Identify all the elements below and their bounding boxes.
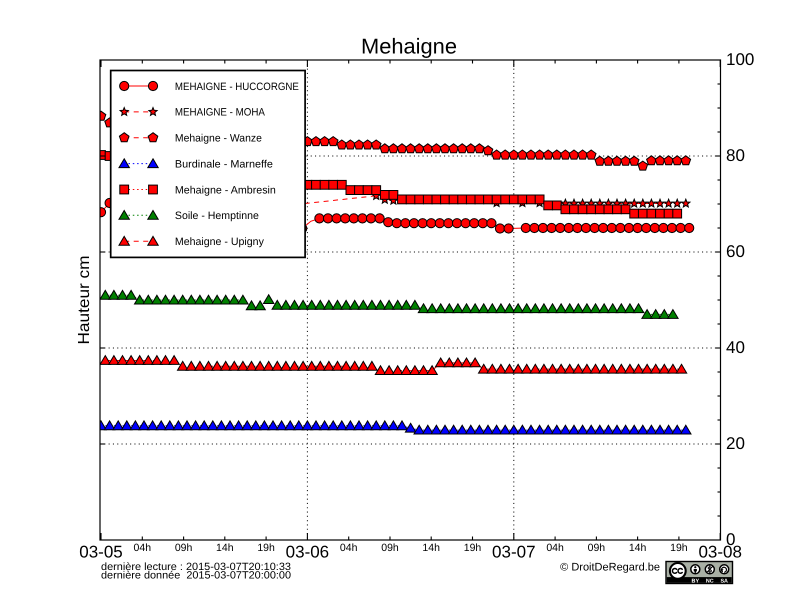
svg-text:© DroitDeRegard.be: © DroitDeRegard.be: [560, 562, 660, 574]
svg-text:03-07: 03-07: [492, 542, 535, 561]
svg-text:MEHAIGNE - HUCCORGNE: MEHAIGNE - HUCCORGNE: [175, 81, 299, 93]
svg-text:04h: 04h: [134, 542, 152, 554]
svg-text:Mehaigne - Ambresin: Mehaigne - Ambresin: [175, 184, 276, 196]
svg-text:19h: 19h: [464, 542, 482, 554]
svg-text:03-06: 03-06: [286, 542, 329, 561]
svg-text:Soile - Hemptinne: Soile - Hemptinne: [175, 210, 259, 222]
svg-text:19h: 19h: [257, 542, 275, 554]
svg-text:100: 100: [726, 50, 754, 69]
svg-text:Mehaigne: Mehaigne: [361, 35, 457, 59]
svg-text:14h: 14h: [216, 542, 234, 554]
svg-text:BY: BY: [692, 578, 700, 584]
svg-text:09h: 09h: [588, 542, 606, 554]
svg-text:80: 80: [726, 146, 745, 165]
svg-text:09h: 09h: [175, 542, 193, 554]
svg-text:Hauteur cm: Hauteur cm: [76, 256, 93, 345]
svg-text:MEHAIGNE - MOHA: MEHAIGNE - MOHA: [175, 107, 266, 119]
svg-text:dernière donnée 2015-03-07T20: dernière donnée 2015-03-07T20:00:00: [101, 570, 291, 582]
svg-text:60: 60: [726, 242, 745, 261]
svg-text:0: 0: [726, 530, 735, 549]
svg-text:04h: 04h: [546, 542, 564, 554]
svg-text:NC: NC: [706, 578, 714, 584]
svg-text:Mehaigne - Upigny: Mehaigne - Upigny: [175, 236, 265, 248]
svg-text:dernière lecture : 2015-03-07T: dernière lecture : 2015-03-07T20:10:33: [101, 561, 291, 573]
svg-text:SA: SA: [720, 578, 728, 584]
svg-text:03-08: 03-08: [698, 542, 741, 561]
svg-text:09h: 09h: [381, 542, 399, 554]
svg-text:03-05: 03-05: [79, 542, 122, 561]
svg-text:Mehaigne - Wanze: Mehaigne - Wanze: [175, 133, 262, 145]
svg-text:40: 40: [726, 338, 745, 357]
svg-text:14h: 14h: [629, 542, 647, 554]
svg-text:19h: 19h: [670, 542, 688, 554]
svg-text:14h: 14h: [422, 542, 440, 554]
svg-text:Burdinale - Marneffe: Burdinale - Marneffe: [175, 158, 273, 170]
svg-text:20: 20: [726, 434, 745, 453]
svg-text:04h: 04h: [340, 542, 358, 554]
